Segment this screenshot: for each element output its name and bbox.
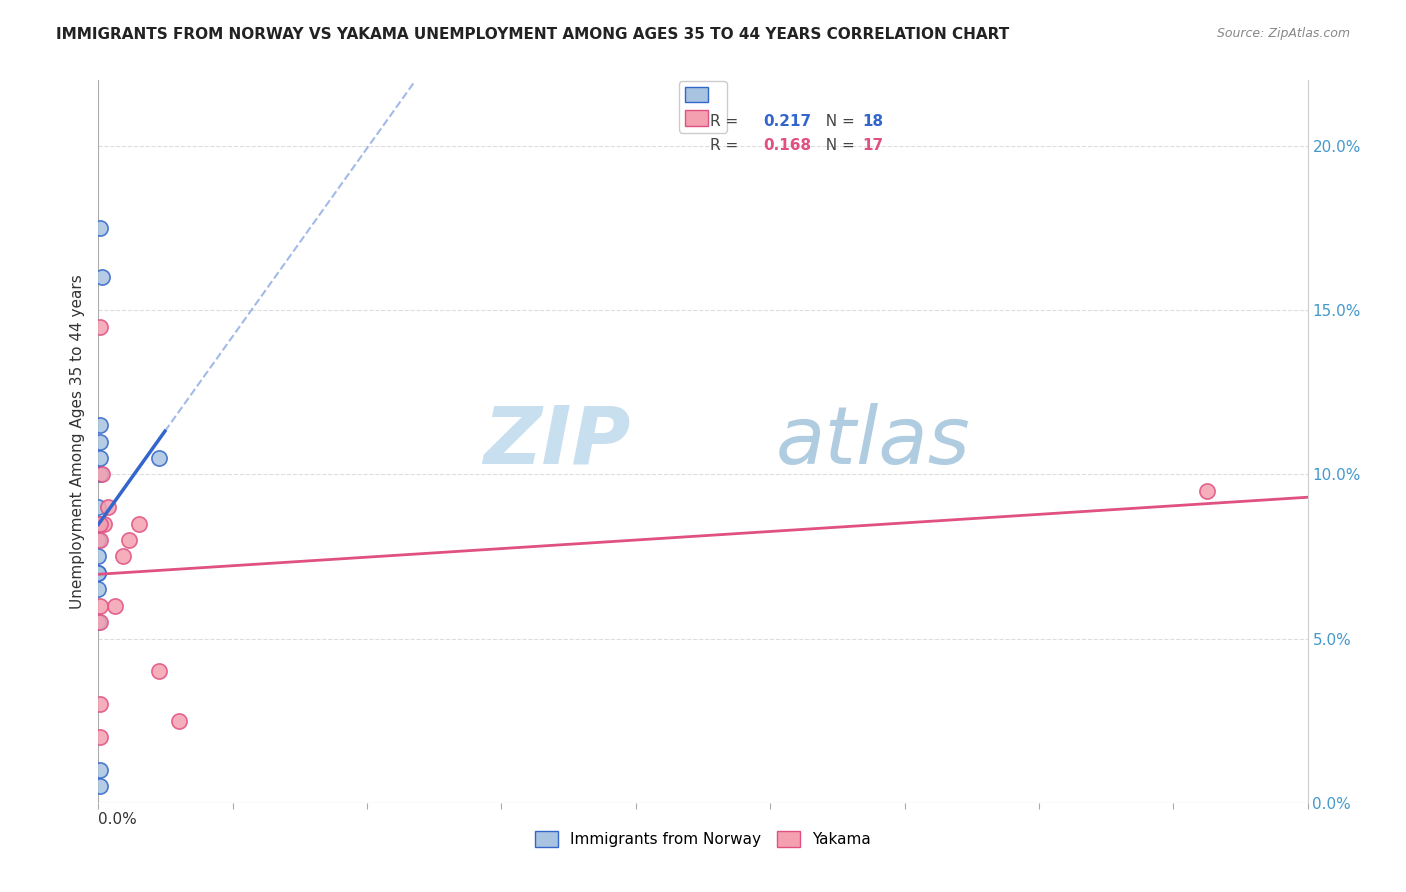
Point: [87, 566, 110, 580]
Text: 17: 17: [862, 138, 883, 153]
Point: [89, 319, 111, 334]
Legend: Immigrants from Norway, Yakama: Immigrants from Norway, Yakama: [529, 825, 877, 853]
Point: [111, 549, 134, 564]
Point: [89, 434, 111, 449]
Point: [148, 665, 170, 679]
Point: [87, 549, 110, 564]
Point: [89, 698, 111, 712]
Point: [103, 599, 125, 613]
Text: Source: ZipAtlas.com: Source: ZipAtlas.com: [1216, 27, 1350, 40]
Text: R =: R =: [710, 138, 744, 153]
Point: [87, 615, 110, 630]
Point: [89, 221, 111, 235]
Point: [93, 516, 115, 531]
Point: [91, 467, 114, 482]
Text: N =: N =: [815, 138, 859, 153]
Text: IMMIGRANTS FROM NORWAY VS YAKAMA UNEMPLOYMENT AMONG AGES 35 TO 44 YEARS CORRELAT: IMMIGRANTS FROM NORWAY VS YAKAMA UNEMPLO…: [56, 27, 1010, 42]
Point: [87, 566, 110, 580]
Y-axis label: Unemployment Among Ages 35 to 44 years: Unemployment Among Ages 35 to 44 years: [69, 274, 84, 609]
Point: [89, 467, 111, 482]
Point: [148, 450, 170, 465]
Point: [87, 516, 110, 531]
Point: [89, 780, 111, 794]
Point: [1195, 483, 1218, 498]
Point: [167, 714, 190, 728]
Point: [118, 533, 141, 547]
Point: [128, 516, 150, 531]
Point: [89, 418, 111, 433]
Text: atlas: atlas: [776, 402, 970, 481]
Point: [89, 516, 111, 531]
Point: [89, 763, 111, 777]
Point: [87, 516, 110, 531]
Text: R =: R =: [710, 114, 744, 129]
Point: [87, 582, 110, 597]
Point: [87, 533, 110, 547]
Text: 0.217: 0.217: [763, 114, 811, 129]
Text: 18: 18: [862, 114, 883, 129]
Point: [89, 450, 111, 465]
Text: N =: N =: [815, 114, 859, 129]
Point: [89, 599, 111, 613]
Point: [97, 500, 120, 515]
Point: [89, 730, 111, 744]
Point: [87, 500, 110, 515]
Point: [91, 270, 114, 285]
Text: ZIP: ZIP: [484, 402, 630, 481]
Text: 0.168: 0.168: [763, 138, 811, 153]
Point: [89, 615, 111, 630]
Point: [89, 533, 111, 547]
Text: 0.0%: 0.0%: [98, 813, 138, 827]
